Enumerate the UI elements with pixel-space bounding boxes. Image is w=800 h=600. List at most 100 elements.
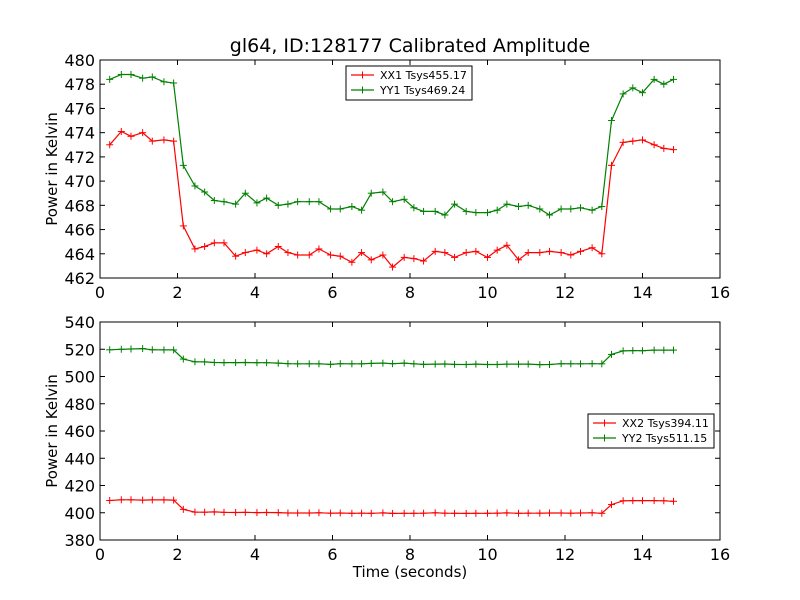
top-series-1-point bbox=[577, 247, 584, 255]
bottom-xtick-label: 6 bbox=[327, 545, 337, 564]
bottom-series-1-point bbox=[106, 496, 114, 504]
top-plot-legend: XX1 Tsys455.17 YY1 Tsys469.24 bbox=[345, 65, 473, 101]
top-series-1-point bbox=[170, 137, 178, 145]
bottom-series-2-point bbox=[588, 360, 596, 368]
bottom-series-2-point bbox=[106, 346, 114, 354]
top-ytick-label: 468 bbox=[64, 196, 95, 215]
bottom-series-2-point bbox=[493, 361, 501, 369]
top-xtick-label: 2 bbox=[172, 283, 182, 302]
top-ytick-label: 464 bbox=[64, 245, 95, 264]
bottom-series-2-point bbox=[608, 350, 615, 358]
top-series-1-point bbox=[670, 146, 677, 154]
top-series-2-point bbox=[670, 75, 677, 83]
bottom-series-2-point bbox=[639, 347, 646, 355]
top-series-1-point bbox=[367, 256, 375, 264]
top-legend-label: XX1 Tsys455.17 bbox=[380, 69, 467, 82]
top-series-2-point bbox=[410, 204, 418, 212]
bottom-series-1-point bbox=[367, 509, 375, 517]
bottom-series-1-point bbox=[294, 509, 302, 517]
top-series-2-point bbox=[503, 200, 511, 208]
top-series-2-point bbox=[201, 188, 209, 196]
bottom-series-2-point bbox=[232, 359, 240, 367]
bottom-series-2-point bbox=[139, 345, 147, 353]
bottom-series-2-point bbox=[400, 359, 408, 367]
bottom-series-1-point bbox=[557, 509, 565, 517]
top-legend-item: YY1 Tsys469.24 bbox=[351, 84, 465, 97]
top-series-1-point bbox=[106, 141, 114, 149]
top-series-1-point bbox=[274, 243, 282, 251]
top-series-1-point bbox=[546, 247, 553, 255]
bottom-series-2-point bbox=[389, 360, 397, 368]
bottom-ytick-label: 520 bbox=[64, 340, 95, 359]
bottom-series-2-point bbox=[524, 360, 532, 368]
top-series-1-point bbox=[148, 137, 156, 145]
top-legend-item: XX1 Tsys455.17 bbox=[351, 69, 467, 82]
top-xtick-label: 8 bbox=[405, 283, 415, 302]
top-series-2-point bbox=[139, 74, 147, 82]
bottom-series-2-point bbox=[420, 360, 428, 368]
bottom-series-2-point bbox=[431, 360, 439, 368]
bottom-ytick-label: 380 bbox=[64, 531, 95, 550]
bottom-series-2-point bbox=[170, 346, 178, 354]
bottom-series-2-point bbox=[191, 358, 199, 366]
bottom-legend-item: XX2 Tsys394.11 bbox=[593, 417, 709, 430]
top-series-1-point bbox=[431, 247, 439, 255]
top-series-2-point bbox=[106, 75, 114, 83]
bottom-ytick-label: 400 bbox=[64, 504, 95, 523]
top-series-1-point bbox=[524, 249, 532, 257]
top-series-2-point bbox=[179, 161, 187, 169]
bottom-series-1-point bbox=[629, 497, 637, 505]
top-series-2-point bbox=[127, 71, 135, 79]
bottom-series-1-point bbox=[536, 509, 544, 517]
top-series-1-point bbox=[557, 249, 565, 257]
bottom-series-2-point bbox=[315, 360, 323, 368]
bottom-series-1-point bbox=[400, 509, 408, 517]
bottom-series-1-point bbox=[598, 509, 606, 517]
top-series-1-point bbox=[493, 246, 501, 254]
top-series-2-point bbox=[639, 89, 646, 97]
top-legend-label: YY1 Tsys469.24 bbox=[379, 84, 465, 97]
top-series-2-point bbox=[336, 205, 344, 213]
bottom-series-1-point bbox=[577, 509, 584, 517]
bottom-plot-ylabel: Power in Kelvin bbox=[43, 374, 61, 488]
bottom-series-1-point bbox=[336, 509, 344, 517]
top-ytick-label: 472 bbox=[64, 148, 95, 167]
bottom-series-1-point bbox=[660, 497, 668, 505]
bottom-series-1-point bbox=[201, 508, 209, 516]
bottom-xtick-label: 16 bbox=[710, 545, 730, 564]
top-series-2-point bbox=[191, 182, 199, 190]
bottom-plot-legend: XX2 Tsys394.11 YY2 Tsys511.15 bbox=[587, 413, 715, 449]
bottom-series-1-point bbox=[431, 509, 439, 517]
top-series-1-point bbox=[305, 251, 313, 259]
top-series-1-point bbox=[379, 251, 387, 259]
bottom-series-1-point bbox=[389, 509, 397, 517]
top-series-1-point bbox=[336, 252, 344, 260]
bottom-series-2-point bbox=[348, 360, 356, 368]
bottom-series-2-point bbox=[619, 347, 627, 355]
bottom-series-1-point bbox=[263, 508, 271, 516]
bottom-series-1-point bbox=[588, 509, 596, 517]
bottom-series-2-point bbox=[546, 361, 553, 369]
bottom-series-2-point bbox=[536, 361, 544, 369]
bottom-series-1-point bbox=[503, 509, 511, 517]
bottom-series-1-point bbox=[670, 497, 677, 505]
bottom-series-2-point bbox=[253, 359, 261, 367]
top-series-1-point bbox=[515, 256, 522, 264]
bottom-plot-xlabel: Time (seconds) bbox=[352, 563, 468, 581]
top-xtick-label: 10 bbox=[477, 283, 497, 302]
top-legend-box bbox=[345, 65, 473, 101]
bottom-series-2-point bbox=[336, 360, 344, 368]
top-series-1-point bbox=[389, 263, 397, 271]
bottom-plot-panel: 0 2 4 6 8 10 12 14 16 380 400 420 440 460 480 500 520 540… bbox=[43, 313, 730, 581]
top-series-2-point bbox=[484, 209, 491, 217]
top-series-1-point bbox=[210, 239, 218, 247]
bottom-series-1-point bbox=[484, 509, 491, 517]
bottom-series-1-point bbox=[524, 509, 532, 517]
bottom-series-1-point bbox=[608, 501, 615, 509]
top-series-1-point bbox=[472, 247, 480, 255]
bottom-ytick-label: 500 bbox=[64, 368, 95, 387]
top-series-1-point bbox=[608, 161, 615, 169]
bottom-series-1-point bbox=[493, 509, 501, 517]
top-series-1-point bbox=[660, 144, 668, 152]
bottom-series-1-point bbox=[210, 508, 218, 516]
